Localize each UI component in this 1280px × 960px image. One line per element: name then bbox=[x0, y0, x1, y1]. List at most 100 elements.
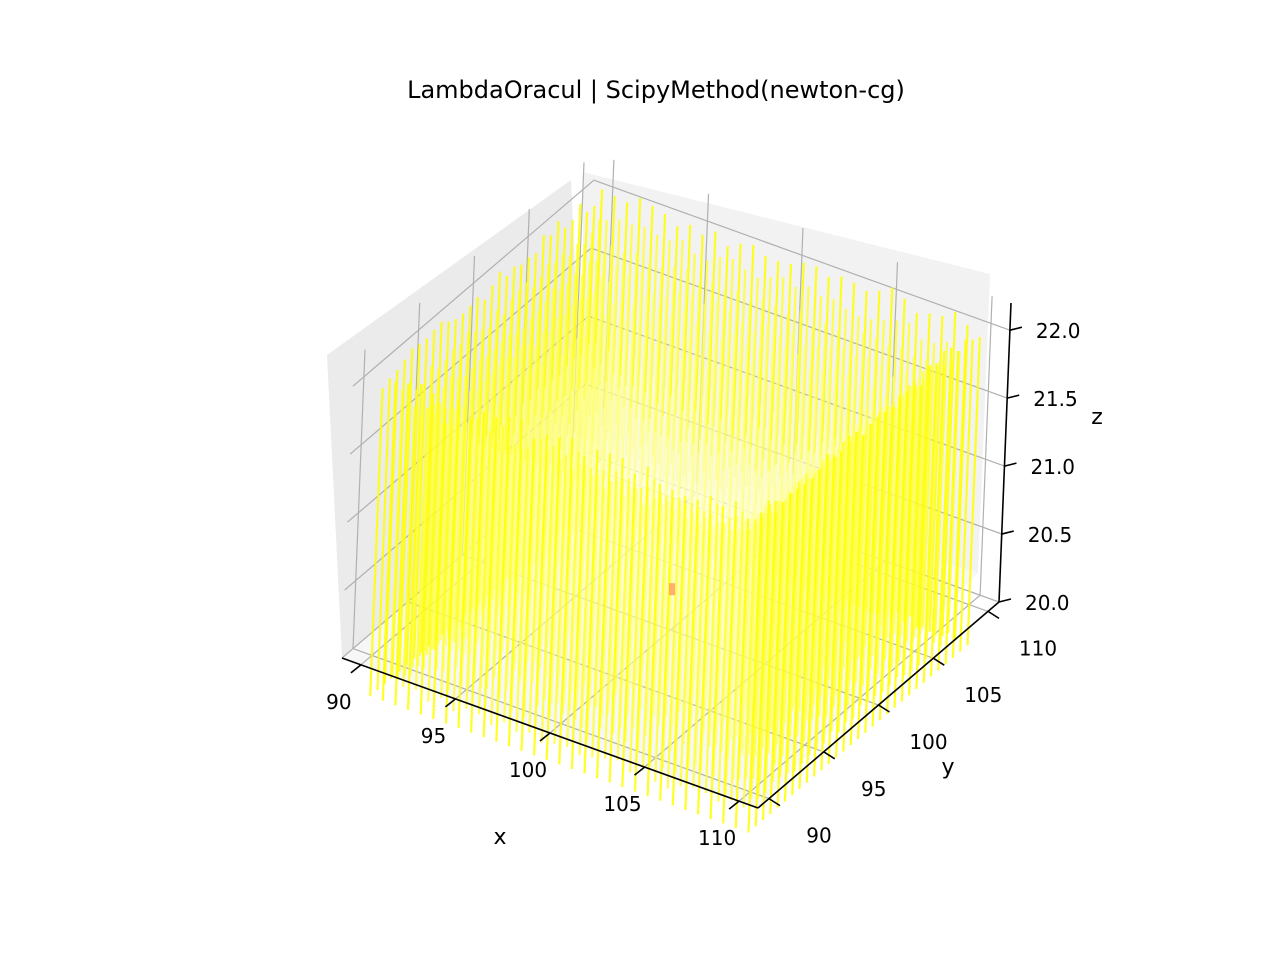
surface-spike bbox=[916, 313, 931, 628]
surface-spike bbox=[878, 406, 894, 721]
surface-spike bbox=[732, 529, 745, 780]
surface-spike bbox=[791, 484, 806, 796]
surface-spike bbox=[613, 202, 629, 519]
surface-spike bbox=[666, 497, 681, 789]
surface-spike bbox=[409, 414, 423, 676]
surface-spike bbox=[470, 444, 481, 654]
surface-spike bbox=[515, 464, 526, 663]
surface-spike bbox=[770, 500, 783, 732]
surface-spike bbox=[915, 365, 931, 690]
surface-spike bbox=[909, 339, 923, 617]
surface-spike bbox=[832, 442, 846, 707]
surface-spike bbox=[698, 529, 708, 711]
surface-spike bbox=[912, 380, 926, 638]
surface-spike bbox=[701, 231, 717, 550]
surface-spike bbox=[618, 274, 630, 503]
surface-spike bbox=[680, 337, 690, 521]
surface-spike bbox=[924, 366, 939, 659]
surface-spike bbox=[530, 463, 540, 624]
surface-spike bbox=[917, 364, 932, 666]
surface-spike bbox=[829, 445, 841, 669]
surface-spike bbox=[480, 411, 491, 615]
surface-spike bbox=[742, 520, 757, 808]
surface-spike bbox=[643, 294, 655, 525]
surface-spike bbox=[452, 409, 467, 712]
surface-spike bbox=[442, 425, 455, 672]
surface-spike bbox=[801, 468, 812, 676]
surface-spike bbox=[663, 226, 679, 537]
surface-spike bbox=[599, 245, 613, 504]
surface-spike bbox=[928, 315, 944, 632]
surface-spike bbox=[745, 518, 755, 704]
surface-spike bbox=[793, 473, 808, 772]
surface-spike bbox=[611, 302, 622, 497]
surface-spike bbox=[396, 382, 411, 680]
surface-spike bbox=[608, 458, 624, 783]
surface-spike bbox=[383, 369, 399, 684]
surface-spike bbox=[553, 454, 568, 744]
z-tick bbox=[1001, 530, 1014, 535]
surface-spike bbox=[874, 411, 888, 697]
surface-spike bbox=[700, 522, 709, 672]
surface-spike bbox=[716, 389, 725, 539]
surface-spike bbox=[656, 296, 668, 515]
surface-spike bbox=[871, 412, 884, 657]
surface-spike bbox=[591, 492, 601, 683]
surface-spike bbox=[888, 400, 903, 686]
surface-spike bbox=[630, 271, 643, 532]
surface-spike bbox=[412, 338, 428, 659]
surface-spike bbox=[813, 454, 829, 777]
surface-spike bbox=[738, 302, 751, 561]
surface-spike bbox=[477, 430, 492, 715]
surface-spike bbox=[693, 303, 706, 555]
surface-spike bbox=[675, 269, 689, 544]
surface-spike bbox=[528, 438, 543, 733]
surface-spike bbox=[900, 381, 916, 702]
surface-spike bbox=[714, 246, 729, 555]
surface-spike bbox=[735, 521, 747, 738]
surface-spike bbox=[700, 282, 714, 556]
surface-spike bbox=[941, 312, 957, 637]
surface-spike bbox=[487, 439, 500, 670]
surface-spike bbox=[705, 349, 715, 524]
z-tick bbox=[1006, 394, 1020, 399]
surface-spike bbox=[814, 466, 826, 690]
y-tick bbox=[932, 657, 945, 666]
surface-spike bbox=[834, 439, 847, 696]
surface-spike bbox=[692, 511, 706, 788]
surface-spike bbox=[625, 253, 638, 512]
surface-spike bbox=[827, 451, 843, 764]
z-tick bbox=[998, 598, 1012, 603]
surface-spike bbox=[558, 438, 574, 765]
surface-spike bbox=[580, 475, 594, 728]
surface-spike bbox=[724, 531, 735, 719]
surface-spike bbox=[614, 496, 625, 696]
surface-spike bbox=[644, 497, 657, 736]
surface-spike bbox=[750, 517, 764, 799]
y-axis-label: y bbox=[941, 755, 954, 780]
surface-spike bbox=[599, 499, 608, 650]
surface-spike bbox=[533, 466, 544, 663]
surface-spike bbox=[694, 517, 707, 766]
surface-spike bbox=[541, 465, 551, 645]
surface-spike bbox=[528, 465, 538, 651]
surface-spike bbox=[789, 484, 802, 738]
surface-spike bbox=[381, 382, 397, 701]
surface-spike bbox=[856, 423, 872, 740]
surface-spike bbox=[706, 302, 719, 539]
surface-spike bbox=[679, 502, 694, 787]
surface-spike bbox=[591, 470, 605, 758]
surface-spike bbox=[932, 364, 946, 643]
surface-spike bbox=[783, 485, 796, 723]
surface-spike bbox=[734, 518, 750, 829]
surface-spike bbox=[724, 515, 738, 794]
surface-spike bbox=[951, 339, 967, 658]
surface-spike bbox=[444, 400, 460, 724]
surface-spike bbox=[549, 472, 558, 631]
surface-spike bbox=[473, 438, 486, 683]
surface-spike bbox=[786, 481, 801, 773]
surface-spike bbox=[769, 501, 784, 814]
surface-spike bbox=[533, 434, 549, 756]
surface-spike bbox=[466, 390, 479, 639]
surface-spike bbox=[730, 511, 744, 801]
